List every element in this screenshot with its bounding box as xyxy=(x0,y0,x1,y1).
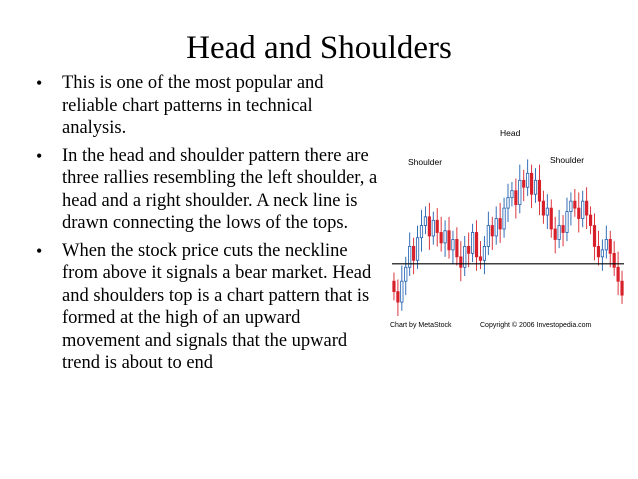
candle-body xyxy=(592,225,597,247)
candle-body xyxy=(431,219,435,237)
bullet-item: • In the head and shoulder pattern there… xyxy=(36,145,381,235)
candle-body xyxy=(392,280,396,293)
candle-body xyxy=(573,200,577,209)
right-shoulder-label: Shoulder xyxy=(550,155,584,165)
candle-body xyxy=(447,230,451,251)
candle-body xyxy=(455,239,459,258)
candle-body xyxy=(522,179,526,188)
bullet-text: In the head and shoulder pattern there a… xyxy=(62,145,378,234)
bullet-icon: • xyxy=(36,145,43,166)
candle-body xyxy=(569,200,573,213)
candle-body xyxy=(443,230,447,244)
candle-body xyxy=(486,225,490,247)
candle-body xyxy=(553,228,557,240)
candle-body xyxy=(423,216,428,226)
candle-body xyxy=(419,225,424,239)
candle-body xyxy=(478,256,483,261)
slide-title: Head and Shoulders xyxy=(186,30,452,66)
candle-body xyxy=(585,200,589,216)
head-label: Head xyxy=(500,128,521,138)
bullet-item: • This is one of the most popular and re… xyxy=(36,72,381,140)
candle-body xyxy=(396,291,400,303)
candle-body xyxy=(474,232,479,258)
bullet-text: When the stock price cuts the neckline f… xyxy=(62,240,372,374)
candle-body xyxy=(518,179,522,206)
candle-body xyxy=(616,266,620,282)
candle-body xyxy=(404,266,408,282)
left-shoulder-label: Shoulder xyxy=(408,157,442,167)
candle-body xyxy=(604,239,608,251)
candle-body xyxy=(549,207,553,230)
candle-body xyxy=(471,232,475,254)
candle-body xyxy=(577,207,581,219)
candle-body xyxy=(427,216,431,237)
candle-body xyxy=(459,256,463,268)
chart-credit-right: Copyright © 2006 Investopedia.com xyxy=(480,321,592,329)
candle-body xyxy=(596,246,601,258)
candle-body xyxy=(451,239,455,251)
candle-body xyxy=(537,179,542,202)
candle-body xyxy=(439,232,443,244)
candle-body xyxy=(533,179,538,195)
bullet-icon: • xyxy=(36,240,43,261)
candle-body xyxy=(467,246,471,254)
candle-body xyxy=(561,225,565,233)
chart-credit-left: Chart by MetaStock xyxy=(390,322,452,329)
candle-body xyxy=(435,219,439,233)
bullet-item: • When the stock price cuts the neckline… xyxy=(36,240,381,375)
candle-body xyxy=(530,172,534,195)
candle-body xyxy=(506,197,510,209)
bullet-list: • This is one of the most popular and re… xyxy=(36,72,381,380)
candle-body xyxy=(608,239,612,254)
candle-body xyxy=(514,190,518,206)
candle-body xyxy=(600,249,604,258)
bullet-icon: • xyxy=(36,73,43,93)
candle-body xyxy=(415,237,420,261)
head-and-shoulders-chart: Shoulder Head Shoulder Chart by MetaStoc… xyxy=(390,128,624,329)
candle-body xyxy=(490,225,494,237)
candle-body xyxy=(526,172,530,188)
candle-body xyxy=(502,207,506,230)
candle-body xyxy=(581,200,585,219)
candle-body xyxy=(620,280,624,296)
candle-body xyxy=(510,190,514,199)
candle-body xyxy=(412,246,416,261)
bullet-text: This is one of the most popular and reli… xyxy=(62,73,324,138)
candle-body xyxy=(612,252,616,268)
candle-body xyxy=(482,246,486,261)
candle-body xyxy=(545,207,549,216)
candle-body xyxy=(565,211,569,233)
candle-body xyxy=(408,246,412,268)
candle-body xyxy=(541,200,545,216)
candle-body xyxy=(463,246,467,268)
candle-body xyxy=(557,225,561,240)
candles-group xyxy=(392,159,624,316)
candle-body xyxy=(494,218,498,237)
candle-body xyxy=(400,280,404,303)
candle-body xyxy=(498,218,502,230)
candle-body xyxy=(588,214,593,226)
